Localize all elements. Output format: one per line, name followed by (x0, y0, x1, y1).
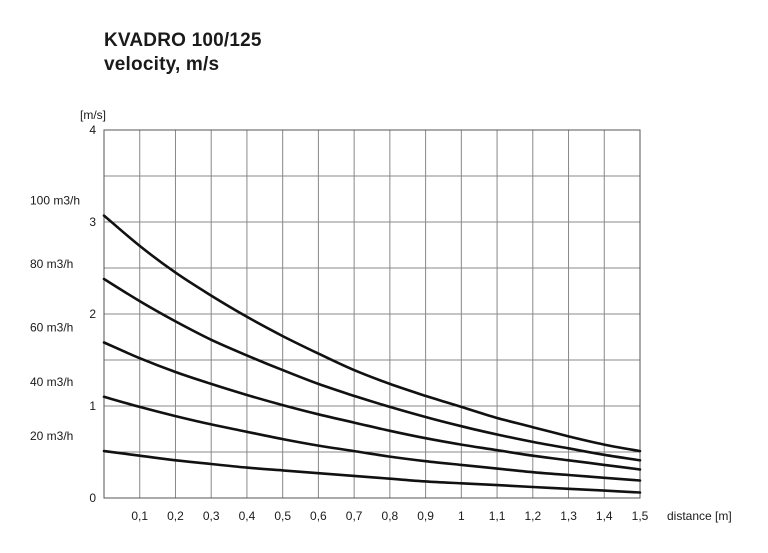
x-tick-label: 0,9 (417, 509, 434, 523)
series-label: 40 m3/h (30, 375, 73, 389)
chart-subtitle: velocity, m/s (104, 54, 220, 75)
labels: 0 1 2 3 4[m/s] 0,1 0,2 0,3 0,4 0,5 0,6 0,7 0,8 0,9 1 1,… (30, 108, 732, 523)
curves (102, 214, 642, 494)
x-tick-label: 1,4 (596, 509, 613, 523)
x-tick-label: 0,8 (382, 509, 399, 523)
y-axis-label: [m/s] (80, 108, 106, 122)
chart-title: KVADRO 100/125 (104, 30, 262, 51)
series-label: 60 m3/h (30, 321, 73, 335)
series-label: 20 m3/h (30, 429, 73, 443)
x-tick-label: 0,6 (310, 509, 327, 523)
x-tick-label: 0,4 (239, 509, 256, 523)
x-axis-label: distance [m] (667, 509, 732, 523)
x-tick-label: 0,2 (167, 509, 184, 523)
x-tick-label: 1,3 (560, 509, 577, 523)
y-tick-label: 1 (89, 399, 96, 413)
x-tick-label: 0,3 (203, 509, 220, 523)
plot-frame (103, 129, 641, 499)
x-tick-label: 0,7 (346, 509, 363, 523)
y-tick-label: 3 (89, 215, 96, 229)
x-tick-label: 0,1 (131, 509, 148, 523)
x-tick-label: 1,1 (489, 509, 506, 523)
y-tick-label: 2 (89, 307, 96, 321)
series-line-4 (102, 395, 642, 482)
series-label: 100 m3/h (30, 194, 80, 208)
y-tick-label: 0 (89, 491, 96, 505)
series-line-1 (102, 214, 642, 453)
grid (103, 129, 641, 499)
y-tick-label: 4 (89, 123, 96, 137)
series-label: 80 m3/h (30, 257, 73, 271)
series-line-2 (102, 277, 642, 462)
series-line-3 (102, 341, 642, 471)
x-tick-label: 1,2 (524, 509, 541, 523)
x-tick-label: 0,5 (274, 509, 291, 523)
x-tick-label: 1,5 (632, 509, 649, 523)
series-line-5 (102, 449, 642, 494)
x-tick-label: 1 (458, 509, 465, 523)
